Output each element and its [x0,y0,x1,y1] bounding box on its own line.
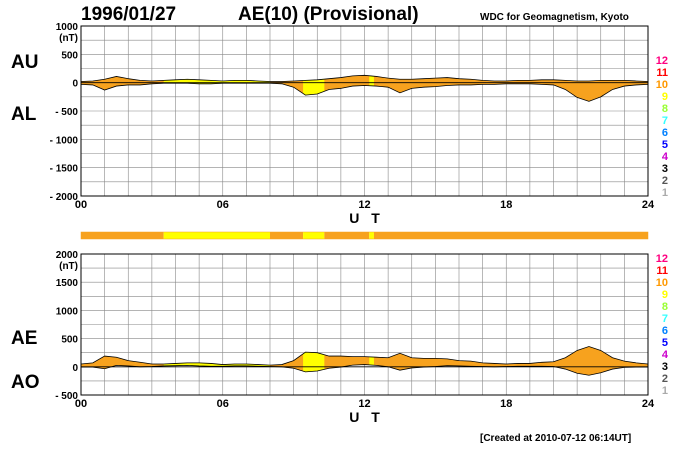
station-level-label: 8 [662,103,668,115]
data-source: WDC for Geomagnetism, Kyoto [480,12,629,23]
station-level-label: 2 [662,373,668,385]
x-tick-label: 12 [358,398,370,410]
date-title: 1996/01/27 [81,4,177,25]
station-level-label: 7 [662,115,668,127]
station-level-label: 12 [656,253,668,265]
quality-band-segment [81,232,164,239]
y-tick-label: 1000 [56,22,79,33]
x-tick-label: 18 [500,199,512,211]
x-tick-label: 18 [500,398,512,410]
y-tick-label: - 2000 [50,192,79,203]
x-tick-label: 12 [358,199,370,211]
station-level-label: 10 [656,79,668,91]
station-level-label: 10 [656,277,668,289]
series-label-al: AL [11,104,37,125]
y-tick-label: - 500 [55,391,78,402]
station-level-label: 3 [662,163,668,175]
station-level-label: 5 [662,337,668,349]
station-level-label: 6 [662,127,668,139]
station-level-label: 4 [662,151,669,163]
x-tick-label: 00 [75,398,87,410]
station-level-label: 11 [656,67,668,79]
quality-band-segment [369,232,374,239]
station-level-label: 6 [662,325,668,337]
station-level-label: 2 [662,175,668,187]
y-tick-label: 500 [61,335,78,346]
y-tick-label: 1500 [56,278,79,289]
x-tick-label: 00 [75,199,87,211]
x-tick-label: 06 [217,199,229,211]
plot-frame [80,25,649,197]
quality-band-segment [163,232,270,239]
quality-band-segment [303,232,325,239]
plot-frame [80,253,649,396]
station-level-label: 1 [662,187,668,199]
x-tick-label: 06 [217,398,229,410]
x-tick-label: 24 [642,398,655,410]
series-area-aeao [81,346,648,376]
y-tick-label: 1000 [56,306,79,317]
y-tick-label: 0 [72,79,78,90]
x-tick-label: 24 [642,199,655,211]
y-tick-label: 0 [72,363,78,374]
reduced-segment [369,346,374,376]
series-label-ae: AE [11,328,38,349]
station-level-label: 11 [656,265,668,277]
series-line-ae [80,346,649,366]
y-tick-label: - 1000 [50,135,79,146]
y-axis-unit: (nT) [59,261,78,272]
station-level-label: 5 [662,139,668,151]
series-line-au [80,74,649,82]
quality-band-segment [324,232,370,239]
x-axis-label: U T [349,409,384,425]
station-level-label: 9 [662,289,668,301]
quality-band-segment [373,232,648,239]
y-tick-label: 500 [61,50,78,61]
station-level-label: 9 [662,91,668,103]
station-level-label: 4 [662,349,669,361]
x-axis-label: U T [349,210,384,226]
station-level-label: 1 [662,385,668,397]
index-title: AE(10) (Provisional) [238,4,419,25]
series-label-ao: AO [11,372,40,393]
y-tick-label: - 500 [55,107,78,118]
series-label-au: AU [11,52,39,73]
reduced-segment [303,346,325,376]
y-tick-label: - 1500 [50,164,79,175]
series-line-al [80,82,649,102]
station-level-label: 12 [656,55,668,67]
station-level-label: 8 [662,301,668,313]
y-tick-label: 2000 [56,250,79,261]
created-timestamp: [Created at 2010-07-12 06:14UT] [480,433,632,444]
y-axis-unit: (nT) [59,33,78,44]
station-level-label: 7 [662,313,668,325]
quality-band-frame [80,231,649,240]
station-level-label: 3 [662,361,668,373]
quality-band-segment [270,232,304,239]
